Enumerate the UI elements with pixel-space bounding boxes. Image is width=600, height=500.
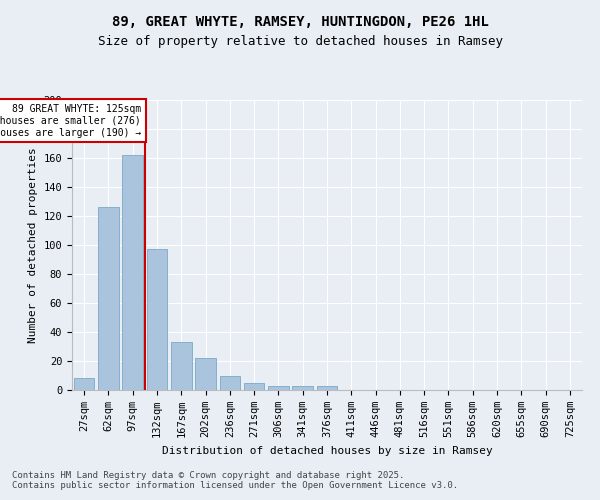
Text: Contains HM Land Registry data © Crown copyright and database right 2025.
Contai: Contains HM Land Registry data © Crown c… (12, 470, 458, 490)
Bar (146, 250, 167, 390)
Bar (122, 155, 143, 390)
Bar (195, 358, 216, 390)
Bar (244, 383, 265, 390)
Bar (74, 378, 94, 390)
Bar (317, 386, 337, 390)
Y-axis label: Number of detached properties: Number of detached properties (28, 147, 38, 343)
Text: Size of property relative to detached houses in Ramsey: Size of property relative to detached ho… (97, 35, 503, 48)
Bar (292, 386, 313, 390)
X-axis label: Distribution of detached houses by size in Ramsey: Distribution of detached houses by size … (161, 446, 493, 456)
Bar (98, 208, 119, 390)
Bar (268, 386, 289, 390)
Text: 89 GREAT WHYTE: 125sqm
← 59% of detached houses are smaller (276)
41% of semi-de: 89 GREAT WHYTE: 125sqm ← 59% of detached… (0, 104, 141, 138)
Text: 89, GREAT WHYTE, RAMSEY, HUNTINGDON, PE26 1HL: 89, GREAT WHYTE, RAMSEY, HUNTINGDON, PE2… (112, 15, 488, 29)
Bar (220, 376, 240, 390)
Bar (171, 342, 191, 390)
